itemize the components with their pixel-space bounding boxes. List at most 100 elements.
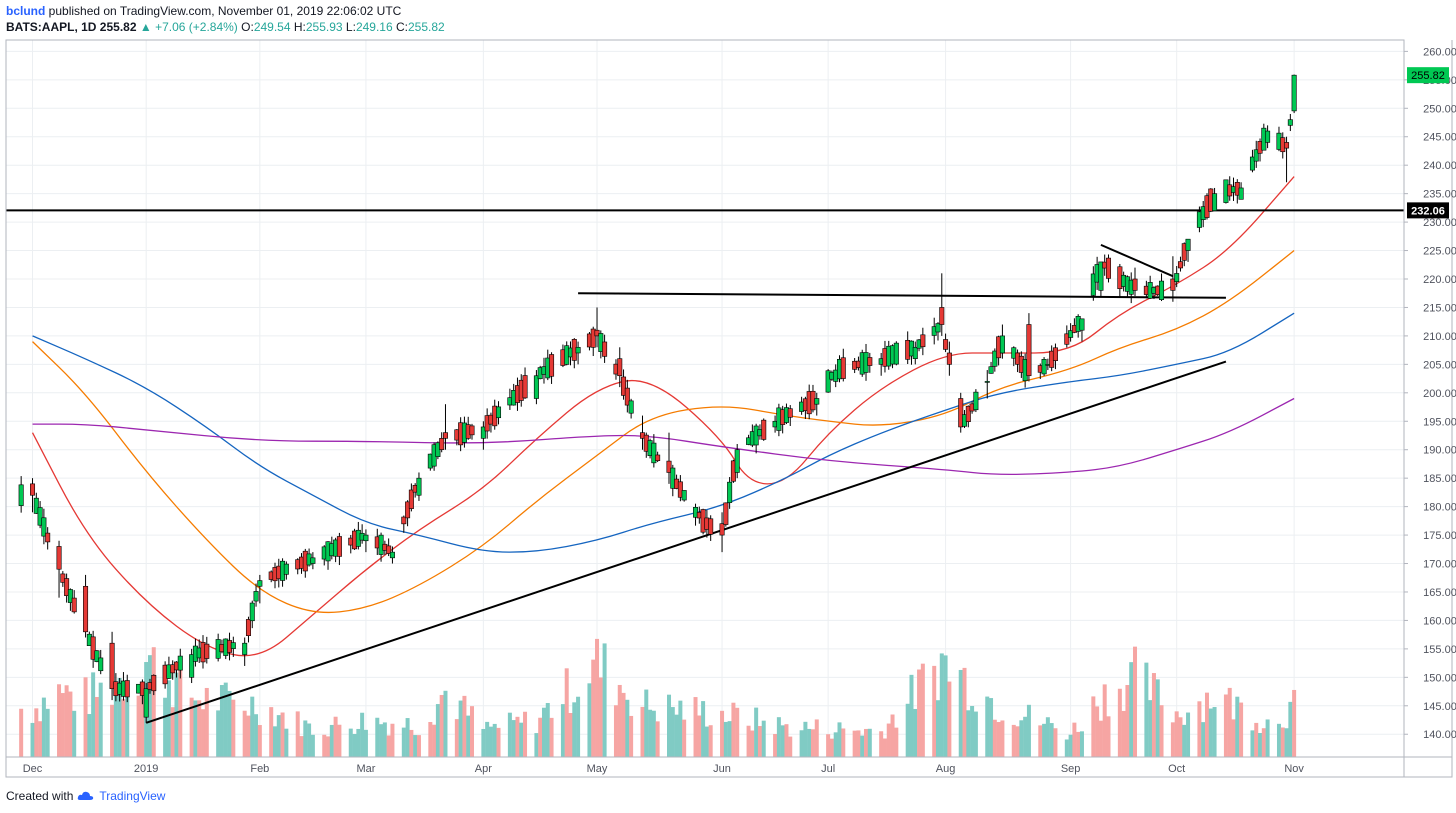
volume-bar xyxy=(379,724,384,757)
candle-body xyxy=(814,398,820,405)
volume-bar xyxy=(1201,722,1206,757)
volume-bar xyxy=(917,669,922,757)
tradingview-brand[interactable]: TradingView xyxy=(99,789,166,803)
volume-bar xyxy=(746,725,751,757)
candle-body xyxy=(389,551,395,559)
volume-bar xyxy=(1121,710,1126,757)
candle-body xyxy=(920,334,926,348)
volume-bar xyxy=(613,705,618,757)
author-name[interactable]: bclund xyxy=(6,4,46,18)
candle-body xyxy=(594,329,600,337)
volume-bar xyxy=(905,703,910,757)
volume-bar xyxy=(1155,679,1160,757)
volume-bar xyxy=(788,736,793,757)
volume-bar xyxy=(326,736,331,757)
candle-body xyxy=(143,688,149,718)
candle-body xyxy=(1159,280,1165,300)
price-tick-label: 250.00 xyxy=(1423,103,1456,115)
price-tick-label: 165.00 xyxy=(1423,587,1456,599)
candle-body xyxy=(1064,333,1070,345)
volume-bar xyxy=(985,696,990,757)
candle-body xyxy=(973,391,979,411)
volume-bar xyxy=(280,712,285,757)
volume-bar xyxy=(121,699,126,757)
candle-body xyxy=(242,642,248,655)
change-up-icon: ▲ xyxy=(139,20,152,34)
volume-bar xyxy=(1015,726,1020,757)
volume-bar xyxy=(704,726,709,757)
volume-bar xyxy=(523,711,528,757)
volume-bar xyxy=(1170,722,1175,757)
resistance-line[interactable] xyxy=(578,292,1226,299)
price-tick-label: 145.00 xyxy=(1423,701,1456,713)
volume-bar xyxy=(333,716,338,757)
candle-body xyxy=(386,545,392,554)
volume-bar xyxy=(731,702,736,757)
time-tick-label: Aug xyxy=(936,763,956,775)
volume-bar xyxy=(303,720,308,757)
candle-body xyxy=(283,563,289,575)
volume-bars xyxy=(19,638,1297,757)
volume-bar xyxy=(810,729,815,757)
volume-bar xyxy=(651,710,656,757)
volume-bar xyxy=(1235,696,1240,757)
volume-bar xyxy=(1049,723,1054,757)
volume-bar xyxy=(492,723,497,757)
volume-bar xyxy=(1053,728,1058,757)
volume-bar xyxy=(443,690,448,757)
volume-bar xyxy=(481,728,486,757)
last-price-tag xyxy=(1407,67,1449,84)
volume-bar xyxy=(360,712,365,757)
volume-bar xyxy=(625,699,630,757)
price-tick-label: 160.00 xyxy=(1423,615,1456,627)
publish-info: published on TradingView.com, November 0… xyxy=(48,4,402,18)
candle-body xyxy=(253,591,259,602)
candle-body xyxy=(1052,347,1058,362)
candle-body xyxy=(590,328,596,348)
time-tick-label: Mar xyxy=(356,763,375,775)
volume-bar xyxy=(1076,731,1081,757)
volume-bar xyxy=(655,721,660,757)
volume-bar xyxy=(1284,728,1289,757)
volume-bar xyxy=(860,735,865,757)
candle-body xyxy=(533,375,539,399)
volume-bar xyxy=(841,728,846,757)
volume-bar xyxy=(670,707,675,757)
price-tick-label: 245.00 xyxy=(1423,132,1456,144)
volume-bar xyxy=(439,694,444,757)
time-axis[interactable]: Dec 2019 Feb Mar Apr May Jun Jul Aug Sep Oct Nov xyxy=(23,763,1305,775)
volume-bar xyxy=(996,722,1001,757)
volume-bar xyxy=(515,716,520,757)
volume-bar xyxy=(621,692,626,757)
candle-body xyxy=(230,642,236,649)
volume-bar xyxy=(1208,708,1213,757)
price-axis[interactable]: 140.00 145.00 150.00 155.00 160.00 165.00 170.… xyxy=(1404,46,1456,741)
candle-body xyxy=(893,342,899,365)
volume-bar xyxy=(231,699,236,757)
volume-bar xyxy=(545,703,550,757)
rising-trendline[interactable] xyxy=(145,360,1227,724)
trend-drawings[interactable] xyxy=(6,209,1404,724)
candle-body xyxy=(988,366,994,374)
volume-bar xyxy=(413,735,418,757)
volume-bar xyxy=(1106,716,1111,757)
volume-bar xyxy=(38,721,43,757)
candle-body xyxy=(177,655,183,671)
volume-bar xyxy=(1280,727,1285,757)
price-change: +7.06 (+2.84%) xyxy=(155,20,238,34)
high-key: H: xyxy=(293,20,306,34)
volume-bar xyxy=(1038,725,1043,757)
candle-body xyxy=(628,400,634,414)
candle-body xyxy=(992,350,998,367)
ma20-line xyxy=(31,176,1295,657)
candle-body xyxy=(549,354,555,377)
high-value: 255.93 xyxy=(305,20,343,34)
volume-bar xyxy=(1239,702,1244,757)
candle-body xyxy=(624,387,630,406)
volume-bar xyxy=(269,707,274,757)
volume-bar xyxy=(1204,692,1209,757)
symbol-label[interactable]: BATS:AAPL, 1D xyxy=(6,20,97,34)
flag-upper-line[interactable] xyxy=(1100,243,1174,278)
volume-bar xyxy=(1265,719,1270,757)
